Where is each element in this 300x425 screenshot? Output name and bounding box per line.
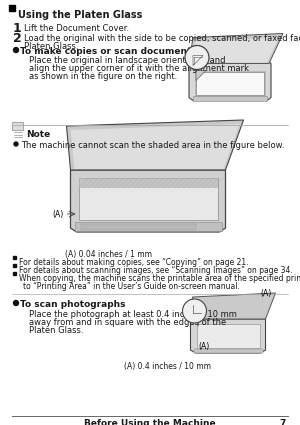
Text: Place the original in landscape orientation and: Place the original in landscape orientat…: [29, 56, 226, 65]
Text: (A): (A): [199, 343, 210, 351]
Bar: [13, 272, 16, 275]
Bar: [193, 96, 267, 100]
Text: Before Using the Machine: Before Using the Machine: [84, 419, 216, 425]
Circle shape: [14, 300, 19, 306]
Text: Using the Platen Glass: Using the Platen Glass: [18, 10, 142, 20]
Bar: [194, 349, 262, 353]
Text: 1: 1: [13, 22, 22, 35]
Circle shape: [185, 45, 209, 70]
Text: For details about making copies, see “Copying” on page 21.: For details about making copies, see “Co…: [19, 258, 248, 267]
Text: 7: 7: [280, 419, 286, 425]
Text: For details about scanning images, see “Scanning Images” on page 34.: For details about scanning images, see “…: [19, 266, 293, 275]
Polygon shape: [189, 62, 271, 100]
Text: Note: Note: [26, 130, 50, 139]
Polygon shape: [189, 34, 283, 63]
Bar: [79, 178, 218, 220]
Text: The machine cannot scan the shaded area in the figure below.: The machine cannot scan the shaded area …: [21, 141, 284, 150]
Bar: [79, 178, 218, 188]
Polygon shape: [67, 120, 244, 170]
Text: to “Printing Area” in the User’s Guide on-screen manual.: to “Printing Area” in the User’s Guide o…: [23, 282, 240, 291]
Polygon shape: [193, 37, 279, 62]
Text: Platen Glass.: Platen Glass.: [24, 42, 79, 51]
Bar: [196, 71, 264, 94]
Text: align the upper corner of it with the alignment mark: align the upper corner of it with the al…: [29, 64, 249, 73]
Bar: [13, 264, 16, 267]
Bar: [195, 71, 265, 96]
Bar: [196, 324, 260, 348]
Text: To make copies or scan documents: To make copies or scan documents: [20, 47, 197, 56]
Text: as shown in the figure on the right.: as shown in the figure on the right.: [29, 72, 177, 81]
Polygon shape: [193, 56, 203, 65]
Bar: [12, 122, 23, 130]
Text: Load the original with the side to be copied, scanned, or faxed faced down on th: Load the original with the side to be co…: [24, 34, 300, 43]
Circle shape: [182, 299, 206, 323]
Circle shape: [14, 48, 19, 53]
Text: (A) 0.04 inches / 1 mm: (A) 0.04 inches / 1 mm: [65, 250, 152, 259]
Bar: [9, 5, 15, 11]
Text: (A): (A): [52, 210, 64, 218]
Text: (A) 0.4 inches / 10 mm: (A) 0.4 inches / 10 mm: [124, 362, 212, 371]
Circle shape: [14, 142, 18, 146]
Polygon shape: [70, 170, 226, 232]
Text: Place the photograph at least 0.4 inches / 10 mm: Place the photograph at least 0.4 inches…: [29, 310, 237, 319]
Text: Lift the Document Cover.: Lift the Document Cover.: [24, 24, 129, 33]
Polygon shape: [70, 124, 239, 169]
Bar: [74, 222, 221, 231]
Text: (A): (A): [260, 289, 272, 298]
Bar: [80, 224, 196, 230]
Text: 2: 2: [13, 32, 22, 45]
Polygon shape: [190, 319, 266, 353]
Text: When copying, the machine scans the printable area of the specified printout pap: When copying, the machine scans the prin…: [19, 274, 300, 283]
Text: To scan photographs: To scan photographs: [20, 300, 125, 309]
Text: away from and in square with the edges of the: away from and in square with the edges o…: [29, 318, 226, 327]
Text: Platen Glass.: Platen Glass.: [29, 326, 83, 335]
Polygon shape: [190, 293, 275, 319]
Polygon shape: [196, 71, 206, 80]
Bar: [13, 256, 16, 259]
